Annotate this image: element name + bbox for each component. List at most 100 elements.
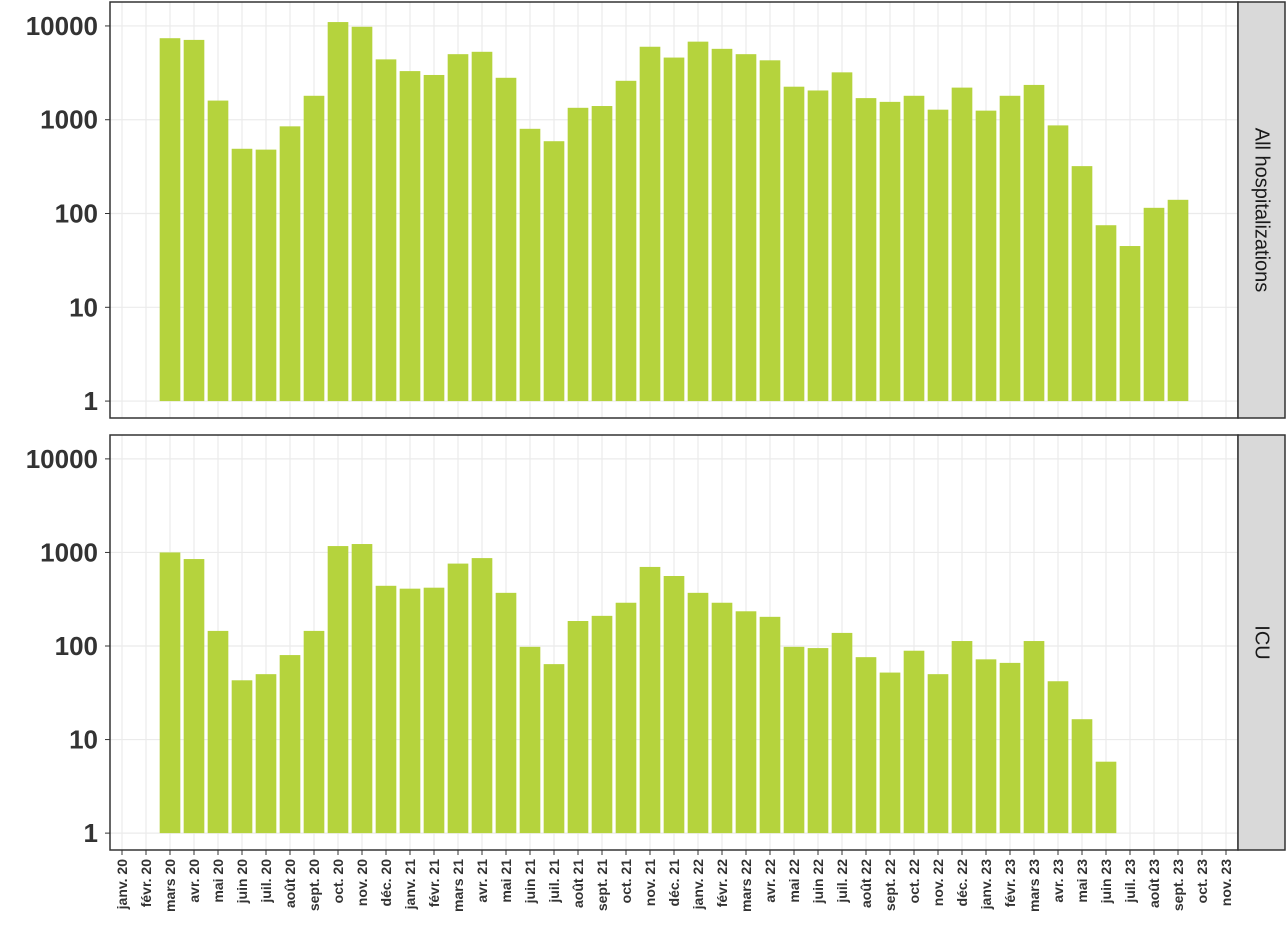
bar (567, 621, 589, 834)
x-tick-label: sept. 21 (594, 859, 610, 911)
bar (543, 664, 565, 834)
x-tick-label: févr. 21 (426, 859, 442, 907)
y-tick-label: 10 (69, 725, 98, 755)
bar (231, 148, 253, 402)
bar (159, 38, 181, 402)
bar (159, 552, 181, 834)
x-tick-label: juin 21 (522, 859, 538, 905)
x-tick-label: juil. 20 (258, 859, 274, 904)
x-tick-label: févr. 22 (714, 859, 730, 907)
x-tick-label: déc. 20 (378, 859, 394, 907)
bar (663, 576, 685, 834)
bar (351, 26, 373, 402)
bar (1143, 207, 1165, 402)
x-tick-label: mai 23 (1074, 859, 1090, 903)
bar (1071, 719, 1093, 834)
bar (1167, 199, 1189, 402)
bar (639, 566, 661, 834)
bar (759, 60, 781, 402)
bar (999, 95, 1021, 402)
x-tick-label: août 23 (1146, 859, 1162, 908)
y-tick-label: 10000 (26, 11, 98, 41)
x-tick-label: oct. 20 (330, 859, 346, 904)
x-tick-label: août 22 (858, 859, 874, 908)
x-tick-label: août 21 (570, 859, 586, 908)
bar (207, 100, 229, 402)
x-tick-label: sept. 20 (306, 859, 322, 911)
x-tick-label: mars 22 (738, 859, 754, 912)
bar (687, 592, 709, 834)
bar (231, 680, 253, 834)
bar (495, 77, 517, 402)
bar (975, 659, 997, 834)
bar (615, 80, 637, 402)
bar (495, 592, 517, 834)
bar (471, 558, 493, 834)
y-tick-label: 1 (84, 386, 98, 416)
bar (1047, 125, 1069, 402)
bar (543, 141, 565, 402)
bar (663, 57, 685, 402)
x-tick-label: août 20 (282, 859, 298, 908)
bar (927, 109, 949, 402)
bar (1047, 681, 1069, 834)
bar (375, 59, 397, 402)
bar (1071, 166, 1093, 402)
x-tick-label: juil. 23 (1122, 859, 1138, 904)
x-tick-label: janv. 23 (978, 859, 994, 911)
bar (831, 72, 853, 402)
strip (1237, 1, 1286, 419)
x-tick-label: sept. 22 (882, 859, 898, 911)
bar (615, 602, 637, 834)
x-tick-label: mars 23 (1026, 859, 1042, 912)
x-tick-label: mai 20 (210, 859, 226, 903)
bar (567, 107, 589, 402)
y-tick-label: 1 (84, 818, 98, 848)
bar (327, 546, 349, 834)
bar (255, 149, 277, 402)
x-tick-label: déc. 21 (666, 859, 682, 907)
bar (591, 615, 613, 834)
bar (903, 650, 925, 834)
bar (711, 602, 733, 834)
bar (951, 641, 973, 834)
bar (399, 71, 421, 402)
bar (855, 98, 877, 402)
x-tick-label: avr. 22 (762, 859, 778, 903)
x-tick-label: nov. 23 (1218, 859, 1234, 906)
y-tick-label: 100 (55, 631, 98, 661)
bar (879, 672, 901, 834)
bar (735, 54, 757, 402)
bar (1119, 246, 1141, 402)
bar (879, 101, 901, 402)
bar (183, 559, 205, 834)
bar (447, 54, 469, 402)
bar (471, 51, 493, 402)
bar (303, 630, 325, 834)
bar (591, 106, 613, 402)
x-tick-label: nov. 20 (354, 859, 370, 906)
y-tick-label: 1000 (40, 537, 98, 567)
bar (303, 95, 325, 402)
x-tick-label: janv. 20 (114, 859, 130, 911)
bar (1095, 225, 1117, 402)
bar (735, 611, 757, 834)
x-tick-label: févr. 23 (1002, 859, 1018, 907)
x-tick-label: mars 21 (450, 859, 466, 912)
x-tick-label: juin 22 (810, 859, 826, 905)
bar (279, 126, 301, 402)
bar (783, 646, 805, 834)
bar (279, 655, 301, 834)
bar (903, 95, 925, 402)
bar (999, 662, 1021, 834)
bar (831, 632, 853, 834)
y-tick-label: 10 (69, 292, 98, 322)
bar (639, 46, 661, 402)
strip-label: ICU (1251, 625, 1273, 659)
bar (1095, 761, 1117, 834)
bar (519, 646, 541, 834)
strip-label: All hospitalizations (1251, 128, 1273, 293)
bar (783, 86, 805, 402)
bar (423, 587, 445, 834)
